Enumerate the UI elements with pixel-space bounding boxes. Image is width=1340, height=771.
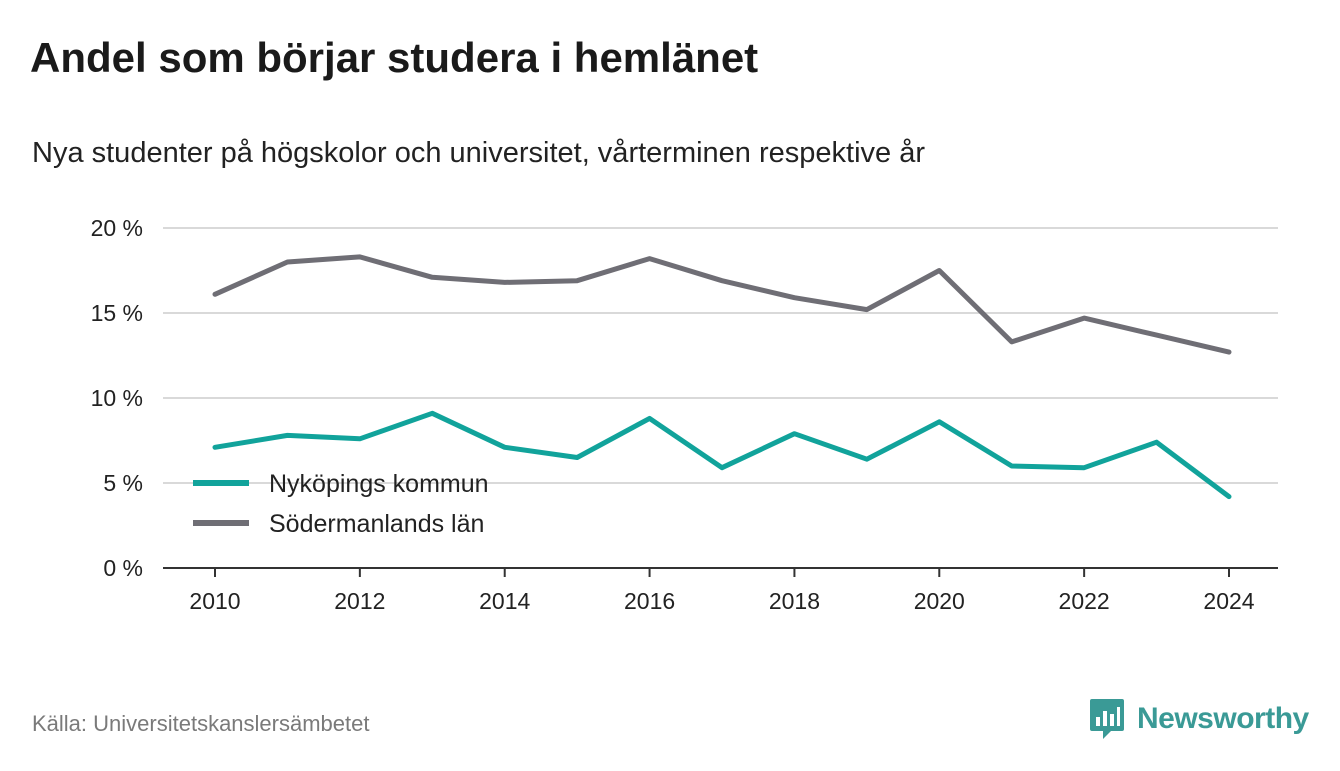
x-tick-label: 2010 bbox=[189, 588, 240, 614]
x-tick-label: 2014 bbox=[479, 588, 530, 614]
legend: Nyköpings kommun Södermanlands län bbox=[193, 470, 489, 538]
x-tick-label: 2016 bbox=[624, 588, 675, 614]
line-chart: 0 %5 %10 %15 %20 % 2010 2012 2014 2016 2018 2… bbox=[91, 215, 1278, 614]
series-lines bbox=[212, 254, 1232, 500]
gridlines bbox=[163, 227, 1278, 484]
x-tick-label: 2020 bbox=[914, 588, 965, 614]
source-note: Källa: Universitetskanslersämbetet bbox=[32, 711, 370, 736]
y-tick-label: 15 % bbox=[91, 300, 143, 326]
series-line-1 bbox=[212, 254, 1232, 355]
x-tick-label: 2018 bbox=[769, 588, 820, 614]
chart-title: Andel som börjar studera i hemlänet bbox=[30, 34, 759, 81]
x-tick-label: 2022 bbox=[1059, 588, 1110, 614]
chart-subtitle: Nya studenter på högskolor och universit… bbox=[32, 137, 925, 169]
series-line-0 bbox=[212, 410, 1232, 500]
x-tick-label: 2012 bbox=[334, 588, 385, 614]
y-tick-label: 10 % bbox=[91, 385, 143, 411]
y-tick-label: 20 % bbox=[91, 215, 143, 241]
x-axis: 2010 2012 2014 2016 2018 2020 2022 2024 bbox=[163, 567, 1278, 614]
x-tick-label: 2024 bbox=[1203, 588, 1254, 614]
y-tick-label: 5 % bbox=[103, 470, 143, 496]
newsworthy-logo-icon bbox=[1090, 699, 1124, 739]
brand-name: Newsworthy bbox=[1137, 702, 1309, 735]
y-tick-label: 0 % bbox=[103, 555, 143, 581]
y-axis: 0 % 5 % 10 % 15 % 20 % bbox=[91, 215, 143, 581]
legend-label: Södermanlands län bbox=[269, 510, 484, 538]
brand-logo: Newsworthy bbox=[1089, 697, 1309, 741]
legend-label: Nyköpings kommun bbox=[269, 470, 489, 498]
